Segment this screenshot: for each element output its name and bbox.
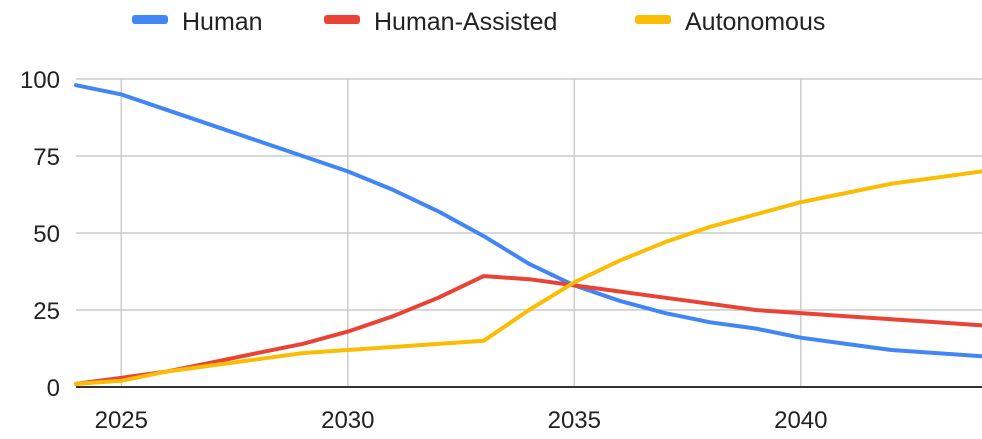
x-tick-label: 2040 [774,407,827,434]
y-tick-label: 0 [47,375,60,402]
y-tick-label: 50 [33,221,60,248]
x-tick-label: 2030 [321,407,374,434]
legend-item-autonomous[interactable]: Autonomous [635,8,825,36]
legend-swatch [132,15,168,24]
y-tick-label: 25 [33,298,60,325]
y-tick-label: 100 [20,67,60,94]
y-tick-label: 75 [33,144,60,171]
legend: Human Human-Assisted Autonomous [132,8,825,36]
chart-axes: 0 25 50 75 100 2025 2030 2035 2040 [20,67,982,434]
legend-swatch [324,15,360,24]
legend-item-human-assisted[interactable]: Human-Assisted [324,8,557,36]
legend-label: Human [182,8,263,36]
legend-swatch [635,15,671,24]
series-line-human-assisted [76,276,982,384]
x-tick-label: 2025 [95,407,148,434]
legend-label: Autonomous [685,8,825,36]
x-tick-label: 2035 [548,407,601,434]
legend-item-human[interactable]: Human [132,8,263,36]
legend-label: Human-Assisted [374,8,557,36]
series-lines [76,85,982,384]
